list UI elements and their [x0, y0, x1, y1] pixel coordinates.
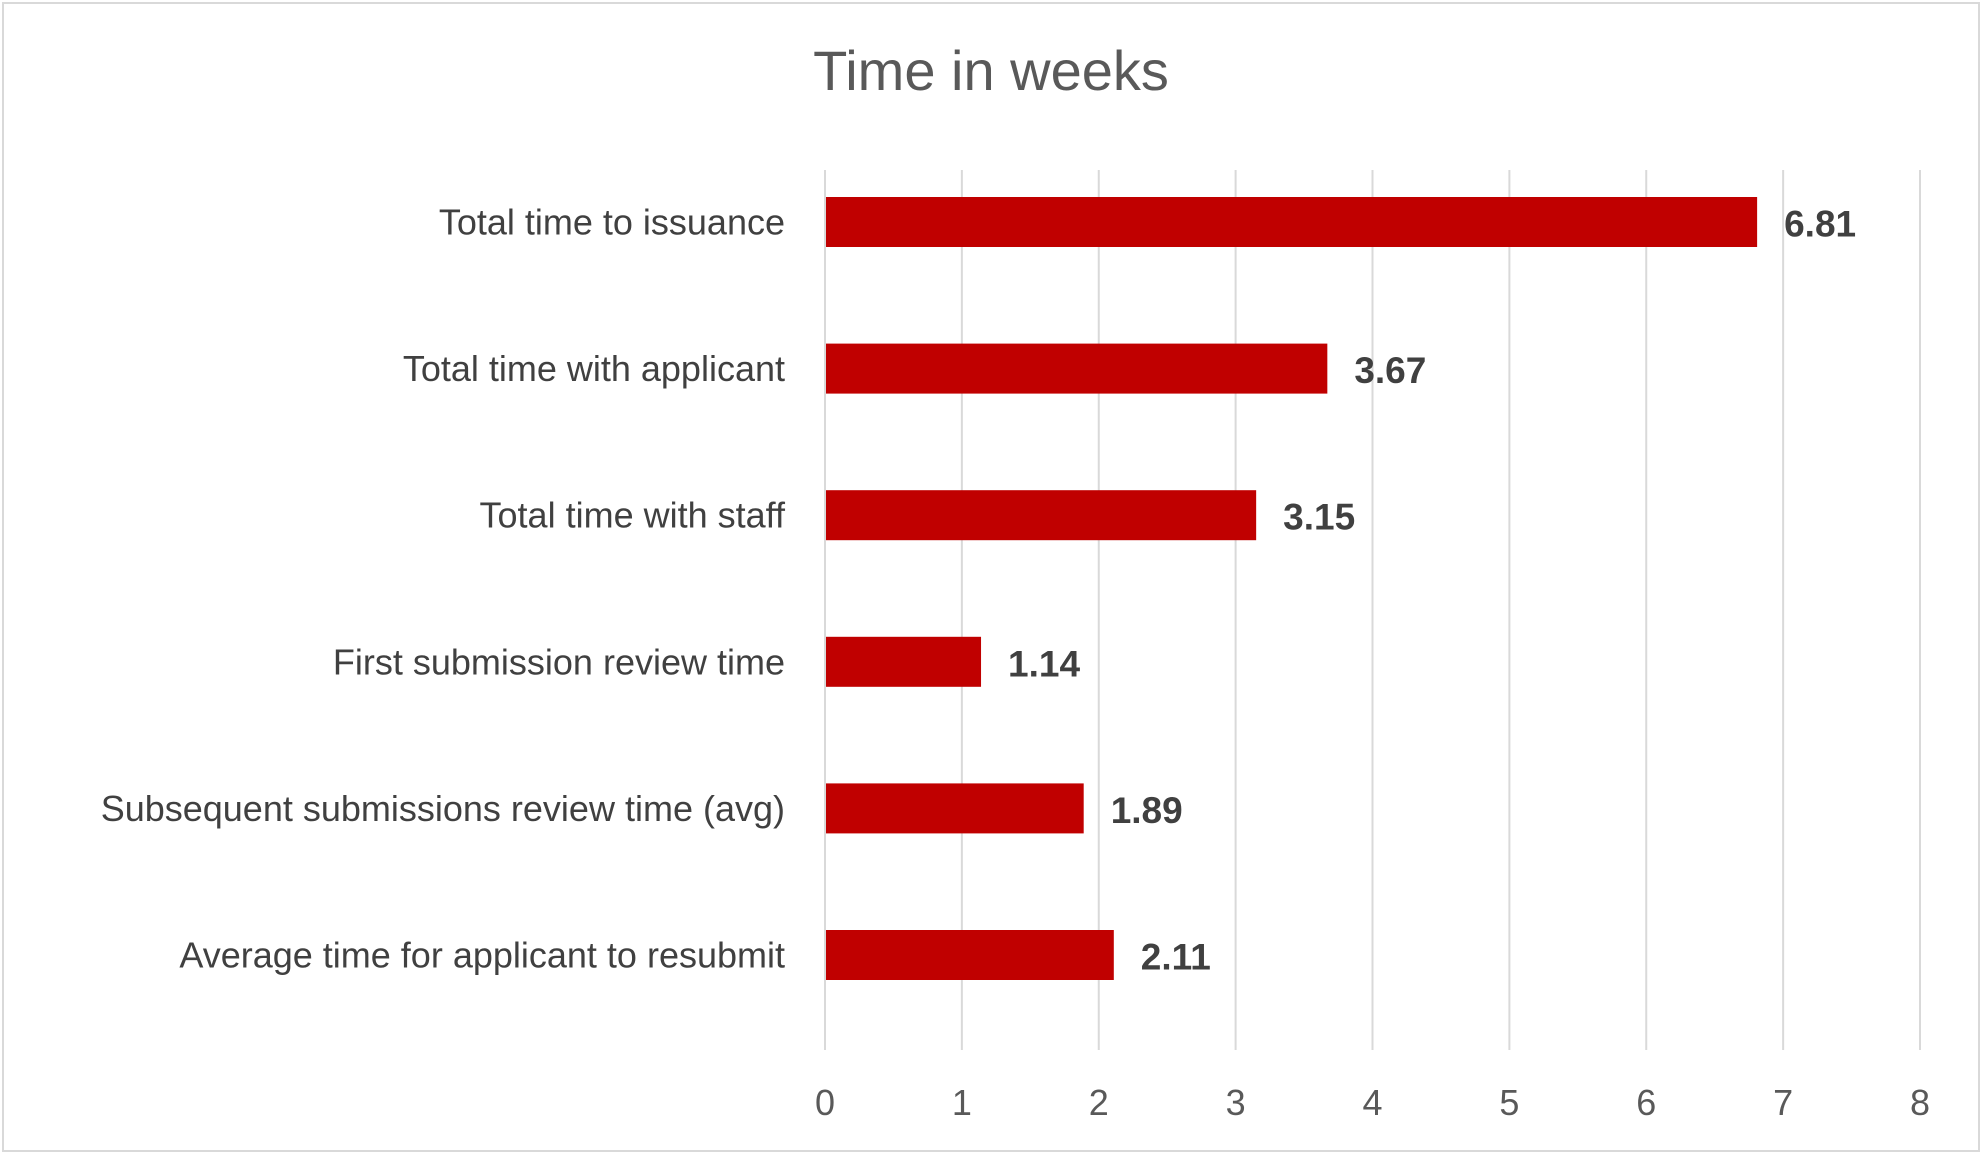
chart-title: Time in weeks [813, 39, 1169, 102]
category-labels: Total time to issuance Total time with ap… [101, 202, 786, 976]
x-tick-label-7: 7 [1773, 1082, 1793, 1123]
data-label-3: 1.14 [1008, 643, 1080, 684]
bars [826, 197, 1758, 980]
x-tick-label-3: 3 [1226, 1082, 1246, 1123]
data-label-5: 2.11 [1141, 937, 1211, 978]
x-tick-label-1: 1 [952, 1082, 972, 1123]
data-label-0: 6.81 [1784, 204, 1856, 245]
category-label-4: Subsequent submissions review time (avg) [101, 788, 785, 829]
category-label-1: Total time with applicant [403, 348, 785, 389]
x-tick-label-6: 6 [1636, 1082, 1656, 1123]
x-tick-label-2: 2 [1089, 1082, 1109, 1123]
bar-5 [826, 930, 1114, 980]
category-label-5: Average time for applicant to resubmit [179, 935, 785, 976]
data-labels: 6.81 3.67 3.15 1.14 1.89 2.11 [1008, 204, 1856, 978]
bar-0 [826, 197, 1758, 247]
category-label-2: Total time with staff [480, 495, 786, 536]
x-tick-label-4: 4 [1362, 1082, 1382, 1123]
x-tick-label-8: 8 [1910, 1082, 1930, 1123]
category-label-0: Total time to issuance [439, 202, 785, 243]
x-tick-label-0: 0 [815, 1082, 835, 1123]
bar-1 [826, 343, 1328, 394]
data-label-2: 3.15 [1283, 497, 1355, 538]
category-label-3: First submission review time [333, 641, 785, 682]
bar-2 [826, 490, 1257, 541]
data-label-1: 3.67 [1354, 350, 1426, 391]
x-tick-label-5: 5 [1499, 1082, 1519, 1123]
data-label-4: 1.89 [1111, 790, 1183, 831]
bar-4 [826, 783, 1084, 834]
gridlines [824, 170, 1921, 1050]
x-axis-tick-labels: 0 1 2 3 4 5 6 7 8 [815, 1082, 1930, 1123]
bar-3 [826, 636, 982, 687]
